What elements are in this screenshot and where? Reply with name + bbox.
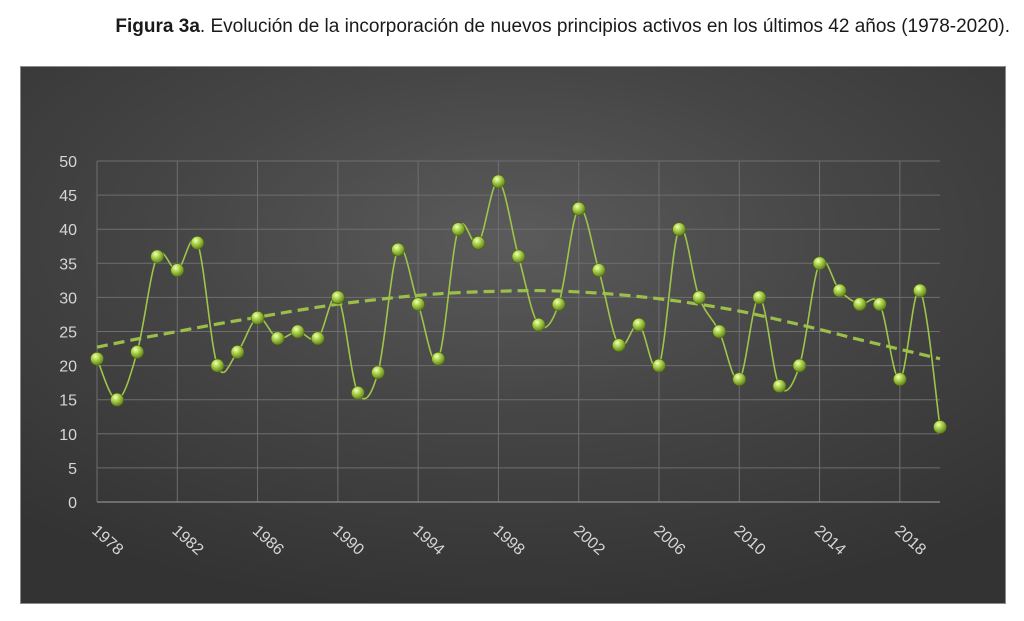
x-tick-label: 1990: [329, 522, 367, 559]
x-tick-label: 2018: [891, 522, 929, 559]
data-point-1978: [90, 351, 104, 366]
data-markers: [90, 174, 947, 434]
data-point-1988: [290, 324, 305, 339]
data-point-1990: [331, 290, 345, 305]
data-point-1995: [431, 351, 446, 366]
data-point-2009: [712, 324, 727, 339]
data-point-2008: [692, 290, 706, 305]
data-point-1991: [351, 386, 365, 400]
data-point-2013: [792, 358, 807, 373]
data-point-2020: [933, 420, 947, 434]
data-point-1992: [371, 365, 385, 380]
data-point-2010: [732, 372, 747, 387]
y-tick-label: 20: [59, 359, 77, 376]
data-point-1979: [110, 392, 124, 407]
data-point-2007: [672, 222, 686, 236]
trend-line: [96, 288, 941, 361]
y-tick-label: 5: [68, 461, 77, 478]
data-point-1999: [511, 249, 526, 264]
data-point-2000: [531, 317, 546, 332]
x-tick-label: 1978: [88, 522, 126, 559]
data-point-1983: [190, 236, 205, 250]
y-tick-label: 30: [59, 290, 77, 307]
series-line: [96, 180, 941, 428]
y-tick-label: 10: [59, 427, 77, 444]
data-point-1998: [491, 174, 506, 189]
data-point-2019: [913, 283, 927, 298]
x-tick-label: 1994: [409, 522, 447, 559]
data-point-1987: [270, 331, 285, 346]
data-point-1989: [310, 331, 325, 346]
axes: [96, 161, 940, 503]
data-point-2006: [652, 358, 666, 373]
y-tick-label: 40: [59, 222, 77, 239]
data-point-1986: [250, 311, 265, 325]
gridlines: [96, 160, 940, 502]
data-point-2005: [632, 317, 646, 332]
x-tick-label: 1986: [249, 522, 287, 559]
data-point-2004: [612, 338, 626, 352]
trend-series: [96, 288, 941, 361]
y-tick-label: 25: [59, 325, 77, 342]
data-point-2002: [571, 201, 586, 216]
data-point-2014: [812, 256, 827, 271]
figure-caption: Figura 3a. Evolución de la incorporación…: [0, 16, 1010, 38]
data-series: [96, 180, 941, 428]
figure-label: Figura 3a: [115, 16, 200, 37]
y-tick-label: 35: [59, 256, 77, 273]
data-point-1985: [230, 345, 245, 359]
data-point-2018: [893, 372, 907, 387]
data-point-2017: [872, 297, 887, 312]
data-point-2012: [772, 379, 787, 393]
data-point-2011: [752, 290, 767, 305]
data-point-1994: [411, 297, 425, 312]
data-point-1982: [170, 263, 185, 277]
x-tick-label: 2010: [731, 522, 769, 559]
data-point-1980: [130, 345, 144, 359]
data-point-1981: [150, 249, 165, 264]
x-tick-label: 2002: [570, 522, 608, 559]
data-point-2016: [852, 297, 867, 312]
data-point-2015: [832, 283, 847, 298]
y-tick-label: 15: [59, 393, 77, 410]
data-point-1993: [391, 242, 405, 257]
x-tick-label: 1998: [490, 522, 528, 559]
data-point-1997: [471, 236, 486, 250]
data-point-1996: [451, 222, 466, 236]
tick-labels: 0 5 10 15 20 25 30 35 40 45 50 1978 1982 1986 1990 1994…: [59, 154, 929, 559]
y-tick-label: 45: [59, 188, 77, 205]
x-tick-label: 2014: [811, 522, 849, 559]
data-point-1984: [210, 358, 225, 373]
y-tick-label: 50: [59, 154, 77, 171]
x-tick-label: 2006: [650, 522, 688, 559]
y-tick-label: 0: [68, 495, 77, 512]
data-point-2001: [551, 297, 566, 312]
x-tick-label: 1982: [169, 522, 207, 559]
data-point-2003: [591, 263, 606, 277]
figure-caption-text: . Evolución de la incorporación de nuevo…: [199, 16, 1010, 37]
